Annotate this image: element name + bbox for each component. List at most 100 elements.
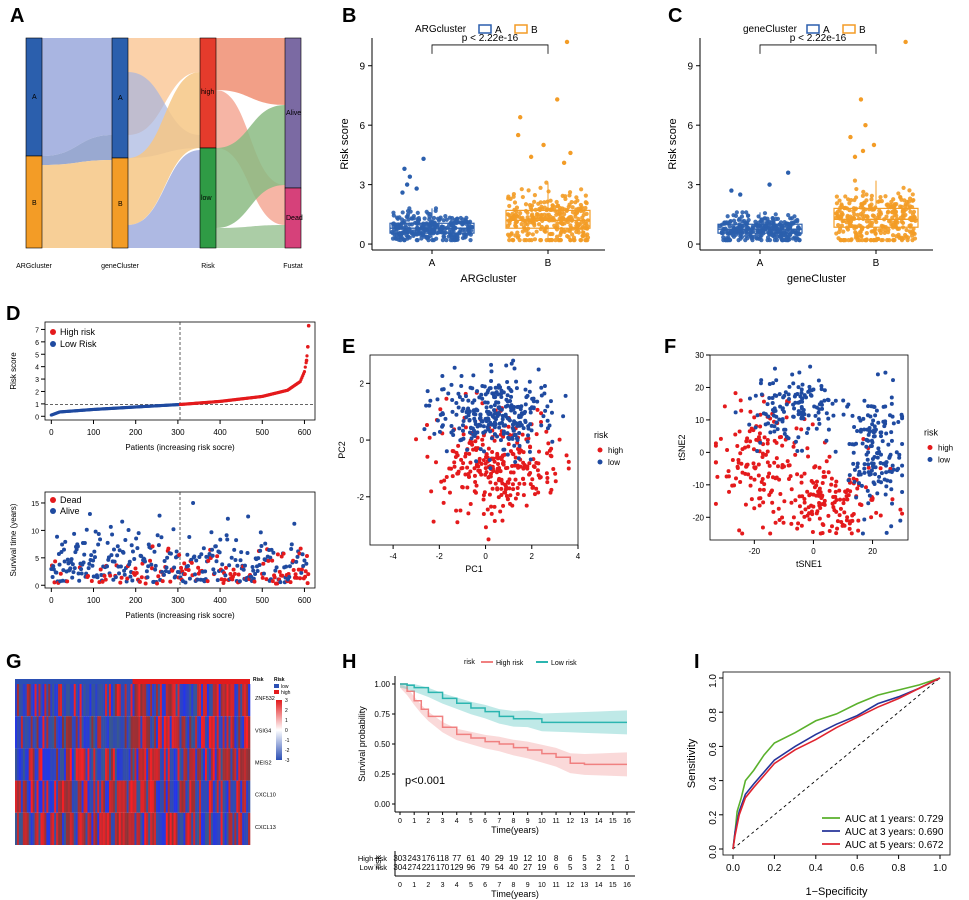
heatmap-cell [50,780,53,813]
scatter-point [859,427,864,432]
x-tick-label: 2 [530,552,535,561]
scatter-point [505,403,510,408]
survival-point [232,547,237,552]
data-point [583,237,588,243]
heatmap-cell [210,748,214,781]
x-tick-label: 600 [298,428,312,437]
survival-point [115,553,120,558]
data-point [552,223,557,228]
heatmap-cell [238,748,241,781]
outlier-point [561,160,567,166]
scatter-point [478,423,483,428]
scatter-point [500,417,505,422]
scatter-point [755,413,760,418]
axis-label: ARGcluster [16,263,52,270]
scatter-point [748,483,753,488]
heatmap-cell [238,684,241,717]
heatmap-cell [22,748,26,781]
scatter-point [868,414,873,419]
heatmap-cell [181,780,184,813]
data-point [405,208,411,214]
survival-point [153,563,158,568]
survival-point [219,577,224,582]
data-point [563,196,568,202]
heatmap-cell [142,716,145,749]
data-point [440,237,446,243]
scatter-point [827,488,832,493]
box [505,209,591,229]
data-point [580,230,586,235]
scatter-point [753,425,758,430]
survival-point [289,542,294,547]
heatmap-cell [15,812,18,845]
survival-point [196,565,201,570]
heatmap-cell [65,748,69,781]
legend-label: High risk [60,327,96,337]
heatmap-cell [89,716,92,749]
heatmap-cell [150,716,153,749]
heatmap-cell [46,780,49,813]
heatmap-cell [173,780,176,813]
legend-label: High risk [496,660,524,667]
heatmap-cell [103,716,106,749]
heatmap-cell [152,684,155,717]
scatter-point [566,459,571,464]
y-tick-label: 3 [35,377,39,384]
heatmap-cell [122,780,125,813]
survival-point [294,575,299,580]
scatter-point [506,385,511,390]
x-tick-label: B [873,258,880,269]
data-point [574,220,579,225]
data-point [397,215,402,220]
risk-table-row-label: High risk [358,854,387,863]
scatter-point [480,437,485,442]
outlier-point [568,150,573,156]
heatmap-cell [179,716,182,749]
heatmap-cell [85,780,88,813]
scatter-point [488,411,493,416]
heatmap-cell [52,812,55,845]
data-point [523,221,528,226]
scatter-point [521,450,526,455]
heatmap-cell [105,812,108,845]
scatter-point [763,452,768,457]
survival-point [225,537,230,542]
heatmap-cell [97,684,100,717]
data-point [460,235,466,241]
scatter-point [480,442,485,447]
survival-point [280,573,285,578]
scatter-point [478,415,483,420]
survival-point [257,563,262,568]
panel-letter-a: A [10,5,24,27]
heatmap-cell [60,780,63,813]
scatter-point [487,492,492,497]
node-label: Alive [286,110,301,117]
heatmap-cell [191,684,194,717]
scatter-point [884,431,889,436]
outlier-point [407,174,413,179]
heatmap-cell [218,716,221,749]
data-point [534,212,540,217]
scatter-point [490,422,495,427]
survival-point [100,579,105,584]
scatter-point [784,434,789,439]
scatter-point [449,382,454,387]
color-scale-tick: -2 [285,748,290,754]
heatmap-cell [181,716,184,749]
heatmap-cell [71,812,75,845]
heatmap-cell [197,748,200,781]
scatter-point [422,427,427,432]
risk-point [302,370,307,374]
data-point [548,214,553,219]
data-point [560,216,566,221]
heatmap-cell [116,812,120,845]
scatter-point [517,450,522,455]
data-point [441,218,446,223]
scatter-point [507,417,512,422]
heatmap-cell [222,716,225,749]
scatter-point [871,465,876,470]
scatter-point [771,381,776,386]
scatter-point [797,504,802,509]
survival-point [302,558,307,563]
scatter-point [473,439,478,444]
